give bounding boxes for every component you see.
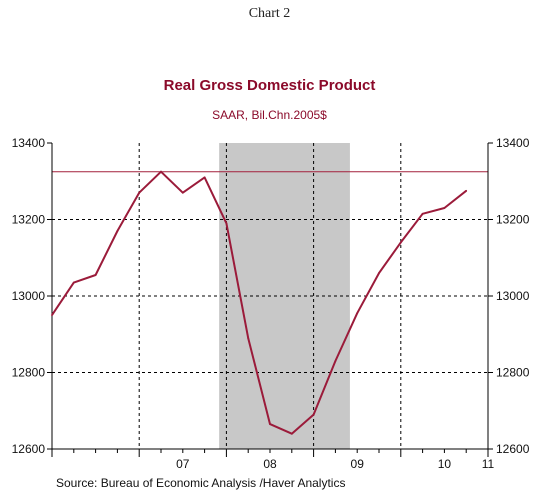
gdp-data-point (465, 189, 468, 192)
x-tick-label: 11 (482, 457, 495, 471)
gdp-data-point (51, 314, 53, 317)
gdp-data-point (421, 212, 424, 215)
y-tick-label-right: 12600 (496, 442, 530, 456)
gdp-data-point (356, 312, 359, 315)
gdp-data-point (181, 191, 184, 194)
gdp-data-point (399, 241, 402, 244)
gdp-data-point (269, 423, 271, 426)
x-tick-label: 08 (263, 457, 277, 471)
gdp-data-point (72, 281, 75, 284)
source-note: Source: Bureau of Economic Analysis /Hav… (56, 476, 346, 490)
chart-subtitle: SAAR, Bil.Chn.2005$ (212, 108, 327, 122)
x-tick-label: 07 (176, 457, 190, 471)
x-tick-label: 10 (438, 457, 452, 471)
gdp-data-point (203, 176, 206, 179)
gdp-data-point (138, 191, 141, 194)
gdp-data-point (160, 170, 162, 173)
y-tick-label-left: 13000 (12, 289, 46, 303)
gdp-data-point (378, 272, 380, 274)
y-tick-label-right: 12800 (496, 366, 530, 380)
gdp-data-point (247, 337, 250, 339)
gdp-data-point (334, 360, 337, 362)
y-tick-label-left: 12600 (12, 442, 46, 456)
gdp-data-point (290, 432, 293, 435)
y-tick-label-left: 13200 (12, 213, 46, 227)
gdp-data-point (94, 274, 97, 276)
y-tick-label-right: 13400 (496, 136, 530, 150)
chart-number-label: Chart 2 (248, 6, 291, 21)
gdp-data-point (116, 230, 119, 232)
chart-title: Real Gross Domestic Product (163, 77, 376, 94)
y-tick-label-left: 12800 (12, 366, 46, 380)
gdp-data-point (443, 207, 446, 209)
y-tick-label-left: 13400 (12, 136, 46, 150)
x-tick-label: 09 (351, 457, 365, 471)
y-tick-label-right: 13000 (496, 289, 530, 303)
gdp-series-line (51, 170, 467, 435)
gdp-data-point (225, 222, 228, 225)
gdp-data-point (312, 413, 315, 416)
y-tick-label-right: 13200 (496, 213, 530, 227)
